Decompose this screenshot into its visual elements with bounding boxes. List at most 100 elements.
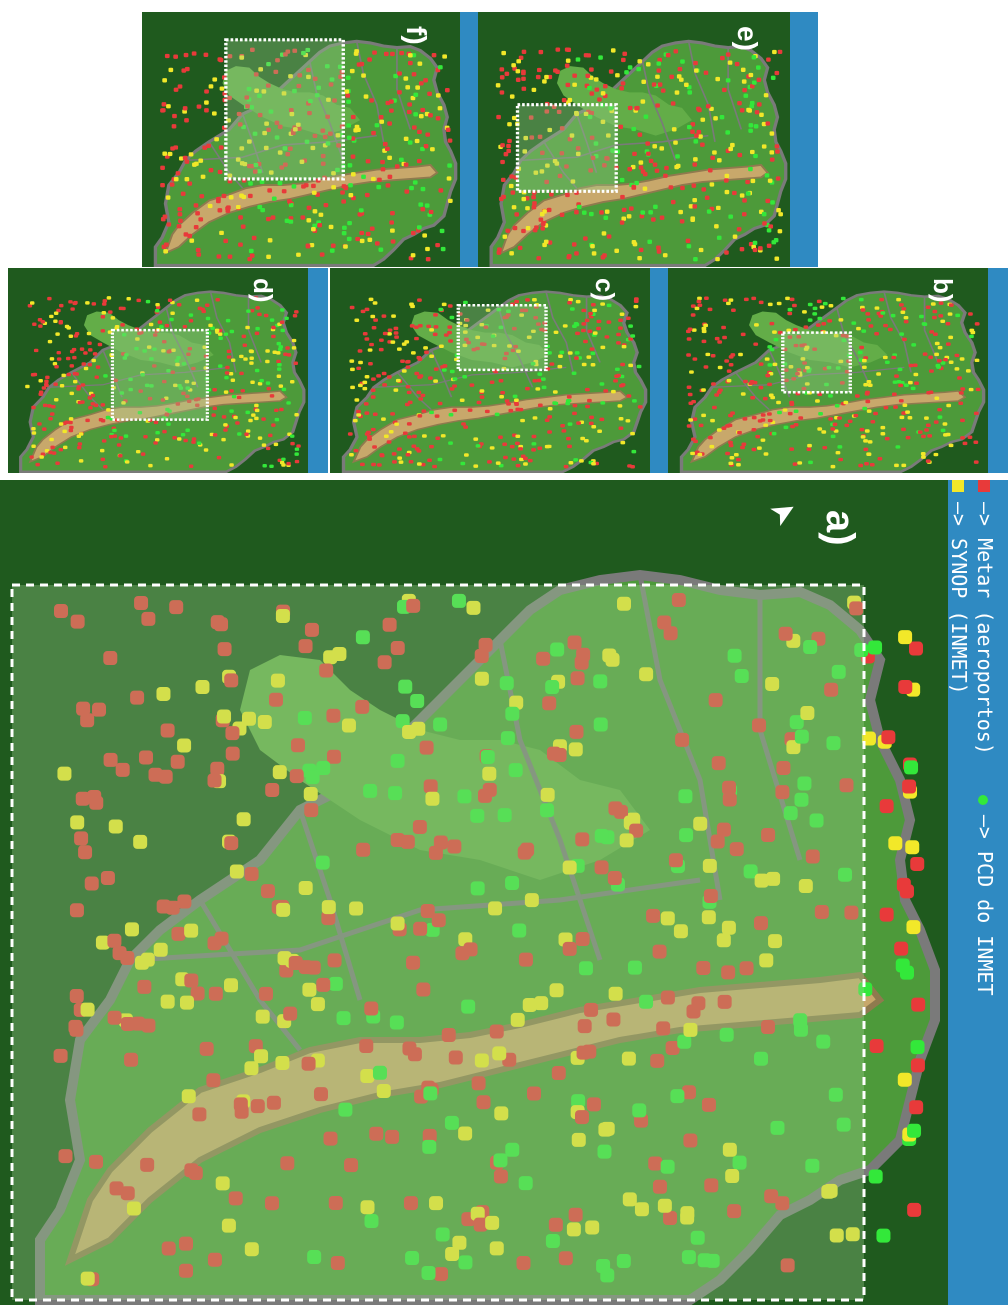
synop-station xyxy=(241,711,256,726)
synop-station xyxy=(354,398,360,402)
synop-station xyxy=(772,362,778,367)
metar-station xyxy=(729,842,744,857)
metar-station xyxy=(411,125,417,130)
metar-station xyxy=(865,399,871,404)
metar-station xyxy=(390,211,395,216)
synop-station xyxy=(725,1169,740,1184)
synop-station xyxy=(204,100,209,105)
metar-station xyxy=(224,836,239,851)
synop-station xyxy=(326,97,331,102)
pcd-station xyxy=(337,64,343,69)
metar-station xyxy=(405,385,411,389)
metar-station xyxy=(409,324,415,328)
synop-station xyxy=(354,318,360,323)
metar-station xyxy=(164,413,170,417)
metar-station xyxy=(381,371,387,376)
metar-station xyxy=(191,440,196,444)
metar-station xyxy=(962,441,968,446)
synop-station xyxy=(782,408,788,412)
metar-station xyxy=(858,463,864,468)
metar-station xyxy=(294,459,300,464)
pcd-station xyxy=(361,174,366,179)
synop-station xyxy=(940,319,946,324)
synop-station xyxy=(473,464,479,468)
pcd-station xyxy=(274,135,280,140)
synop-station xyxy=(429,354,434,359)
metar-station xyxy=(762,221,767,226)
synop-station xyxy=(534,996,549,1011)
metar-station xyxy=(798,416,804,420)
synop-station xyxy=(515,69,521,74)
metar-station xyxy=(577,1019,592,1034)
metar-station xyxy=(599,210,604,215)
pcd-station xyxy=(286,401,291,405)
synop-station xyxy=(298,880,313,895)
metar-station xyxy=(559,212,565,218)
metar-station xyxy=(637,132,643,137)
metar-station xyxy=(854,394,860,398)
pcd-station xyxy=(681,1250,696,1265)
metar-station xyxy=(328,82,334,87)
synop-station xyxy=(516,59,521,64)
synop-station xyxy=(177,437,182,441)
metar-station xyxy=(924,428,929,432)
metar-station xyxy=(433,313,438,317)
metar-station xyxy=(431,913,446,928)
metar-station xyxy=(81,362,86,366)
synop-station xyxy=(236,812,251,827)
pcd-station xyxy=(904,383,909,387)
metar-station xyxy=(863,356,869,360)
metar-station xyxy=(59,303,64,308)
metar-station xyxy=(602,84,608,89)
synop-station xyxy=(356,413,362,417)
metar-station xyxy=(387,121,392,126)
metar-station xyxy=(604,156,609,161)
metar-station xyxy=(359,230,365,236)
synop-station xyxy=(485,1215,500,1230)
country-border xyxy=(396,47,412,130)
metar-station xyxy=(696,960,711,975)
metar-station xyxy=(911,997,926,1012)
pcd-station xyxy=(292,88,297,94)
synop-station xyxy=(544,74,549,80)
metar-station xyxy=(500,159,505,165)
metar-station xyxy=(187,181,193,186)
synop-station xyxy=(921,455,926,459)
pcd-station xyxy=(176,356,181,360)
pcd-station xyxy=(777,410,782,415)
metar-station xyxy=(191,437,197,441)
synop-station xyxy=(254,403,259,408)
metar-station xyxy=(532,201,537,206)
metar-station xyxy=(893,405,898,409)
pcd-station xyxy=(803,640,818,655)
metar-station xyxy=(428,113,433,118)
synop-station xyxy=(522,997,537,1012)
synop-station xyxy=(348,193,354,198)
metar-station xyxy=(172,113,177,119)
synop-station xyxy=(418,114,424,119)
metar-station xyxy=(326,749,341,764)
metar-station xyxy=(191,51,197,56)
pcd-station xyxy=(421,1265,436,1280)
metar-station xyxy=(921,434,926,439)
pcd-station xyxy=(305,47,311,53)
metar-station xyxy=(575,146,581,151)
metar-station xyxy=(416,390,422,395)
pcd-station xyxy=(338,1102,353,1117)
metar-station xyxy=(175,171,181,176)
metar-station xyxy=(70,307,75,311)
metar-station xyxy=(536,322,541,326)
metar-station xyxy=(724,250,729,255)
metar-station xyxy=(56,308,61,313)
metar-station xyxy=(789,400,794,405)
pcd-station xyxy=(249,105,255,110)
pcd-station xyxy=(840,296,846,301)
pcd-station xyxy=(262,463,267,468)
synop-station xyxy=(58,422,64,426)
metar-station xyxy=(390,412,395,416)
metar-station xyxy=(97,342,103,347)
synop-station xyxy=(475,335,481,340)
country-border xyxy=(883,291,912,373)
metar-station xyxy=(517,245,523,251)
synop-station xyxy=(349,901,364,916)
